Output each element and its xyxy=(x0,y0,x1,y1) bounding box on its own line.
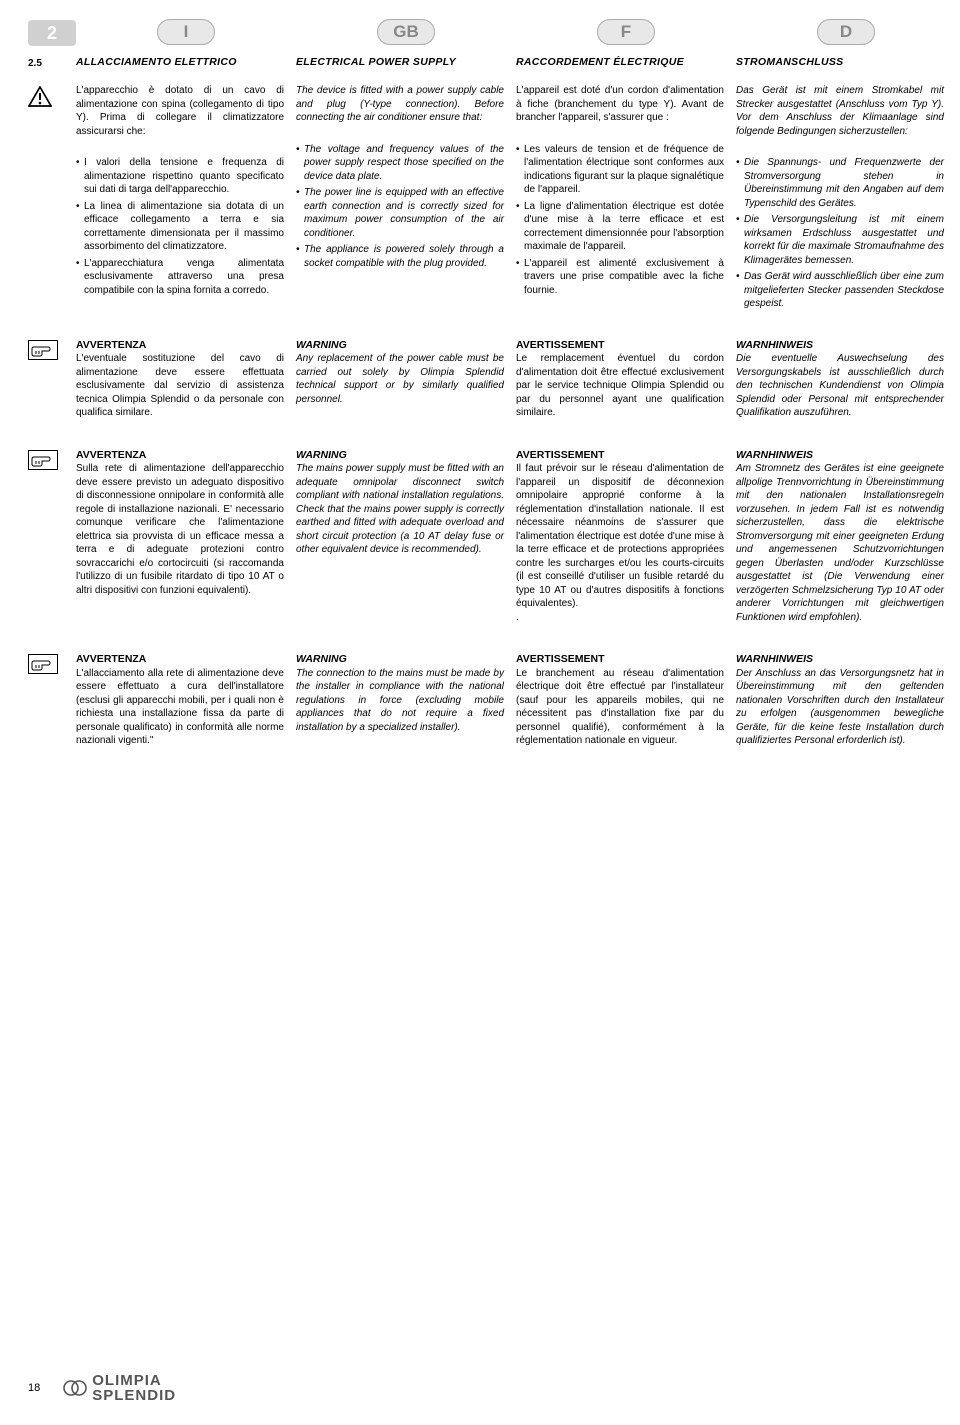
warn1-de: Die eventuelle Auswechselung des Versorg… xyxy=(736,353,944,418)
intro-it: L'apparecchio è dotato di un cavo di ali… xyxy=(76,84,284,138)
title-en: ELECTRICAL POWER SUPPLY xyxy=(296,56,504,68)
warn3-label-fr: AVERTISSEMENT xyxy=(516,653,604,665)
warn-label-fr: AVERTISSEMENT xyxy=(516,339,604,351)
pointing-hand-icon xyxy=(28,654,58,674)
warn3-de: Der Anschluss an das Versorgungsnetz hat… xyxy=(736,668,944,747)
intro-de: Das Gerät ist mit einem Stromkabel mit S… xyxy=(736,84,944,138)
warn2-de: Am Stromnetz des Gerätes ist eine geeign… xyxy=(736,463,944,623)
title-it: ALLACCIAMENTO ELETTRICO xyxy=(76,56,284,68)
bullet-de-1: Die Versorgungsleitung ist mit einem wir… xyxy=(736,213,944,267)
header-row: 2 I GB F D xyxy=(28,18,932,46)
pointing-hand-icon xyxy=(28,340,58,360)
warn1-en: Any replacement of the power cable must … xyxy=(296,353,504,405)
brand-bot: SPLENDID xyxy=(92,1388,176,1403)
warn2-it: Sulla rete di alimentazione dell'apparec… xyxy=(76,463,284,596)
warn3-fr: Le branchement au réseau d'alimentation … xyxy=(516,668,724,747)
logo-rings-icon xyxy=(62,1379,88,1397)
warn2-label-fr: AVERTISSEMENT xyxy=(516,449,604,461)
warn2-fr: Il faut prévoir sur le réseau d'alimenta… xyxy=(516,463,724,623)
lang-flags: I GB F D xyxy=(76,19,956,45)
warn1-it: L'eventuale sostituzione del cavo di ali… xyxy=(76,353,284,418)
section-page-box: 2 xyxy=(28,20,76,46)
warn-label-en: WARNING xyxy=(296,339,347,351)
bullet-de-2: Das Gerät wird ausschließlich über eine … xyxy=(736,270,944,311)
bullet-en-0: The voltage and frequency values of the … xyxy=(296,143,504,184)
section-number: 2.5 xyxy=(28,58,42,69)
bullet-de-0: Die Spannungs- und Frequenzwerte der Str… xyxy=(736,156,944,210)
titles-row: 2.5 ALLACCIAMENTO ELETTRICO ELECTRICAL P… xyxy=(28,56,932,78)
pointing-hand-icon xyxy=(28,450,58,470)
warning-triangle-icon xyxy=(28,86,52,108)
bullet-it-2: L'apparecchiatura venga alimentata esclu… xyxy=(76,257,284,298)
bullet-it-0: I valori della tensione e frequenza di a… xyxy=(76,156,284,197)
bullet-fr-0: Les valeurs de tension et de fréquence d… xyxy=(516,143,724,197)
warn3-label-de: WARNHINWEIS xyxy=(736,653,813,665)
warn1-row: AVVERTENZA L'eventuale sostituzione del c… xyxy=(28,338,932,424)
lang-badge-gb: GB xyxy=(377,19,435,45)
warn3-it: L'allacciamento alla rete di alimentazio… xyxy=(76,668,284,747)
warn2-en: The mains power supply must be fitted wi… xyxy=(296,463,504,555)
warn1-fr: Le remplacement éventuel du cordon d'ali… xyxy=(516,353,724,418)
warn3-en: The connection to the mains must be made… xyxy=(296,668,504,733)
brand-logo: OLIMPIA SPLENDID xyxy=(62,1373,176,1403)
brand-top: OLIMPIA xyxy=(92,1373,176,1388)
intro-fr: L'appareil est doté d'un cordon d'alimen… xyxy=(516,84,724,125)
footer-page-number: 18 xyxy=(28,1382,40,1394)
bullet-fr-2: L'appareil est alimenté exclusivement à … xyxy=(516,257,724,298)
bullet-en-1: The power line is equipped with an effec… xyxy=(296,186,504,240)
warn2-row: AVVERTENZA Sulla rete di alimentazione de… xyxy=(28,448,932,629)
warn2-label-de: WARNHINWEIS xyxy=(736,449,813,461)
title-de: STROMANSCHLUSS xyxy=(736,56,944,68)
intro-en: The device is fitted with a power supply… xyxy=(296,84,504,125)
warn3-label-it: AVVERTENZA xyxy=(76,653,146,665)
bullet-en-2: The appliance is powered solely through … xyxy=(296,243,504,270)
page-box-wrap: 2 xyxy=(28,18,76,46)
main-row: L'apparecchio è dotato di un cavo di ali… xyxy=(28,84,932,314)
warn3-label-en: WARNING xyxy=(296,653,347,665)
bullet-it-1: La linea di alimentazione sia dotata di … xyxy=(76,200,284,254)
warn2-label-en: WARNING xyxy=(296,449,347,461)
lang-badge-d: D xyxy=(817,19,875,45)
footer: 18 OLIMPIA SPLENDID xyxy=(28,1373,176,1403)
bullet-fr-1: La ligne d'alimentation électrique est d… xyxy=(516,200,724,254)
title-fr: RACCORDEMENT ÉLECTRIQUE xyxy=(516,56,724,68)
lang-badge-f: F xyxy=(597,19,655,45)
warn-label-it: AVVERTENZA xyxy=(76,339,146,351)
warn2-label-it: AVVERTENZA xyxy=(76,449,146,461)
lang-badge-i: I xyxy=(157,19,215,45)
warn-label-de: WARNHINWEIS xyxy=(736,339,813,351)
warn3-row: AVVERTENZA L'allacciamento alla rete di a… xyxy=(28,652,932,752)
